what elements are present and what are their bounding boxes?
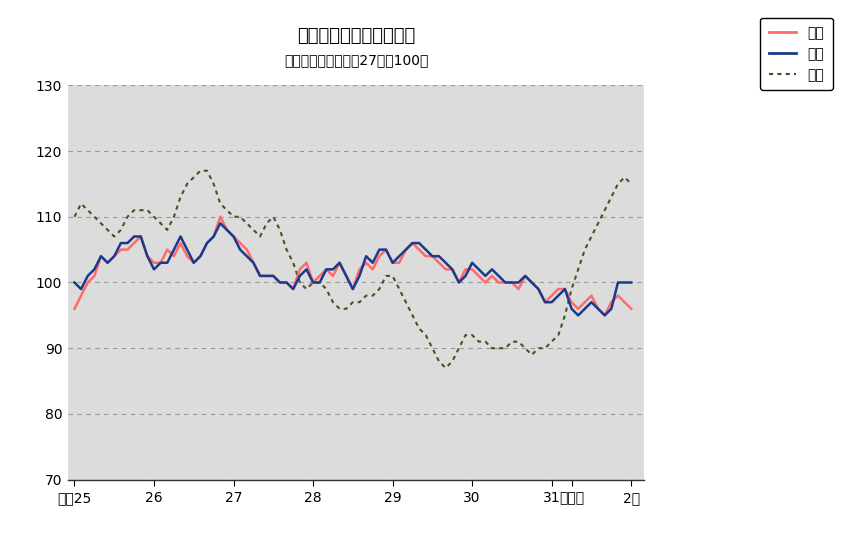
Text: 鳥取県鉱工業指数の推移: 鳥取県鉱工業指数の推移 bbox=[297, 27, 416, 45]
Text: （季節調整済、平成27年＝100）: （季節調整済、平成27年＝100） bbox=[284, 53, 428, 67]
Legend: 生産, 出荷, 在庫: 生産, 出荷, 在庫 bbox=[761, 18, 833, 90]
